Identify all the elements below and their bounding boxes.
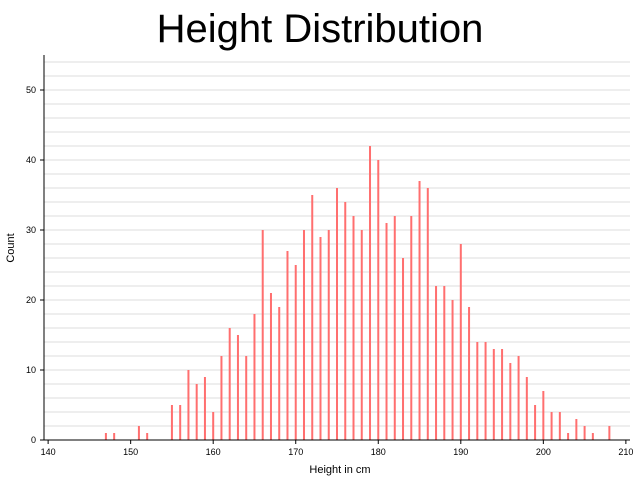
ticks-layer: 0 10 20 30 40 50 140 150 160 170 180 190 200 210 bbox=[26, 85, 633, 457]
bar-174 bbox=[327, 230, 330, 440]
axes-layer bbox=[43, 55, 630, 441]
bar-156 bbox=[179, 405, 182, 440]
bar-180 bbox=[377, 160, 380, 440]
bar-197 bbox=[517, 356, 520, 440]
bar-205 bbox=[583, 426, 586, 440]
y-tick-label-20: 20 bbox=[26, 295, 36, 305]
x-tick-label-180: 180 bbox=[371, 447, 386, 457]
x-tick-label-190: 190 bbox=[453, 447, 468, 457]
bar-176 bbox=[344, 202, 347, 440]
y-tick-label-0: 0 bbox=[31, 435, 36, 445]
x-tick-label-160: 160 bbox=[206, 447, 221, 457]
bar-186 bbox=[426, 188, 429, 440]
bar-195 bbox=[501, 349, 504, 440]
bar-191 bbox=[468, 307, 471, 440]
bar-166 bbox=[261, 230, 264, 440]
bar-187 bbox=[435, 286, 438, 440]
bar-163 bbox=[236, 335, 239, 440]
bar-194 bbox=[492, 349, 495, 440]
bar-206 bbox=[591, 433, 594, 440]
bars-layer bbox=[104, 146, 611, 440]
bar-148 bbox=[113, 433, 116, 440]
bar-199 bbox=[534, 405, 537, 440]
bar-185 bbox=[418, 181, 421, 440]
bar-147 bbox=[104, 433, 107, 440]
bar-201 bbox=[550, 412, 553, 440]
bar-193 bbox=[484, 342, 487, 440]
bar-165 bbox=[253, 314, 256, 440]
bar-177 bbox=[352, 216, 355, 440]
x-tick-label-170: 170 bbox=[288, 447, 303, 457]
x-tick-label-200: 200 bbox=[536, 447, 551, 457]
bar-175 bbox=[336, 188, 338, 440]
bar-188 bbox=[443, 286, 446, 440]
bar-200 bbox=[542, 391, 545, 440]
bar-179 bbox=[369, 146, 372, 440]
bar-178 bbox=[360, 230, 363, 440]
bar-202 bbox=[558, 412, 561, 440]
bar-167 bbox=[269, 293, 272, 440]
bar-171 bbox=[302, 230, 305, 440]
y-tick-label-40: 40 bbox=[26, 155, 36, 165]
chart-title: Height Distribution bbox=[157, 7, 484, 51]
y-tick-label-50: 50 bbox=[26, 85, 36, 95]
bar-208 bbox=[608, 426, 611, 440]
bar-152 bbox=[146, 433, 149, 440]
bar-198 bbox=[525, 377, 528, 440]
bar-169 bbox=[286, 251, 289, 440]
bar-173 bbox=[319, 237, 322, 440]
bar-155 bbox=[170, 405, 173, 440]
bar-181 bbox=[385, 223, 388, 440]
bar-151 bbox=[137, 426, 140, 440]
bar-161 bbox=[220, 356, 223, 440]
bar-160 bbox=[212, 412, 215, 440]
y-axis-label: Count bbox=[5, 233, 17, 262]
bar-182 bbox=[393, 216, 396, 440]
bar-189 bbox=[451, 300, 454, 440]
x-tick-label-150: 150 bbox=[123, 447, 138, 457]
x-axis-label: Height in cm bbox=[309, 464, 370, 476]
bar-196 bbox=[509, 363, 512, 440]
bar-183 bbox=[402, 258, 405, 440]
x-tick-label-140: 140 bbox=[41, 447, 56, 457]
bar-164 bbox=[245, 356, 248, 440]
bar-172 bbox=[311, 195, 314, 440]
bar-157 bbox=[187, 370, 190, 440]
bar-159 bbox=[203, 377, 206, 440]
bar-162 bbox=[228, 328, 231, 440]
bar-190 bbox=[459, 244, 462, 440]
bar-204 bbox=[575, 419, 578, 440]
bar-168 bbox=[278, 307, 281, 440]
bar-170 bbox=[294, 265, 297, 440]
bar-192 bbox=[476, 342, 479, 440]
y-tick-label-10: 10 bbox=[26, 365, 36, 375]
bar-158 bbox=[195, 384, 198, 440]
x-tick-label-210: 210 bbox=[618, 447, 633, 457]
y-tick-label-30: 30 bbox=[26, 225, 36, 235]
bar-184 bbox=[410, 216, 413, 440]
bar-203 bbox=[567, 433, 570, 440]
